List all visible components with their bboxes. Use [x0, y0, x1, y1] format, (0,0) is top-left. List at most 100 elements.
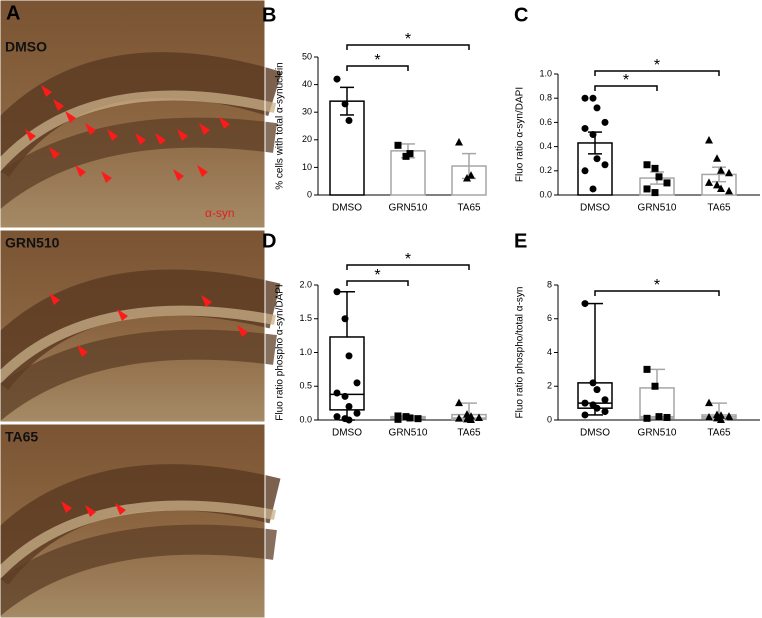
data-point	[353, 379, 361, 387]
data-point	[601, 408, 609, 416]
image-label: TA65	[5, 429, 38, 445]
y-tick-label: 10	[302, 162, 312, 172]
y-tick-label: 0.5	[299, 381, 312, 391]
data-point	[601, 161, 609, 169]
data-point	[643, 185, 651, 193]
data-point	[655, 173, 663, 181]
data-point	[341, 100, 349, 108]
frame-border	[0, 423, 266, 618]
data-point	[725, 168, 733, 177]
cell-layer	[0, 500, 276, 580]
x-tick-label: TA65	[707, 428, 731, 439]
data-point	[717, 184, 725, 192]
data-point	[593, 155, 601, 163]
data-point	[713, 180, 721, 189]
micrograph: DMSO	[0, 0, 282, 229]
data-point	[341, 392, 349, 400]
y-tick-label: 0.6	[539, 117, 552, 127]
granule-layer	[0, 524, 277, 617]
data-point	[651, 189, 659, 197]
frame-border	[0, 229, 266, 423]
arrowhead	[49, 293, 60, 305]
arrowhead	[107, 129, 118, 141]
y-tick-label: 30	[302, 107, 312, 117]
data-point	[463, 410, 471, 418]
granule-layer	[0, 269, 281, 391]
data-point	[705, 398, 713, 407]
y-tick-label: 0.0	[539, 189, 552, 199]
data-point	[643, 365, 651, 373]
data-point	[394, 415, 402, 423]
panel-letter: A	[6, 2, 20, 24]
y-tick-label: 0	[307, 189, 312, 199]
data-point	[406, 414, 414, 422]
x-tick-label: TA65	[707, 203, 731, 214]
arrowhead	[201, 295, 212, 307]
y-tick-label: 0.0	[299, 414, 312, 424]
x-tick-label: DMSO	[332, 203, 362, 214]
panel-letter: B	[262, 4, 276, 26]
data-point	[402, 413, 410, 421]
significance-label: *	[623, 72, 629, 89]
granule-layer	[0, 52, 282, 178]
data-point	[601, 396, 609, 404]
arrowhead	[155, 133, 166, 145]
x-tick-label: GRN510	[389, 428, 428, 439]
arrowhead	[61, 501, 72, 513]
arrowhead	[135, 133, 146, 145]
data-point	[455, 414, 463, 422]
data-point	[581, 124, 589, 132]
y-axis-label: Fluo ratio phospho/total α-syn	[515, 287, 526, 419]
data-point	[663, 179, 671, 187]
data-point	[345, 403, 353, 410]
y-tick-label: 20	[302, 134, 312, 144]
arrowhead	[25, 129, 36, 141]
granule-layer	[0, 117, 277, 210]
data-point	[651, 382, 659, 390]
y-tick-label: 40	[302, 79, 312, 89]
data-point	[467, 415, 475, 423]
arrowhead	[219, 117, 230, 129]
panel-a: DMSO GRN510 TA65 Aα-syn	[0, 0, 282, 618]
arrowhead	[65, 111, 76, 123]
data-point	[593, 404, 601, 412]
arrowhead	[53, 99, 64, 111]
y-tick-label: 0.4	[539, 141, 552, 151]
data-point	[713, 154, 721, 162]
y-tick-label: 1.0	[299, 347, 312, 357]
data-point	[725, 186, 733, 195]
arrowhead	[173, 169, 184, 181]
arrowhead	[75, 165, 86, 177]
micrograph: TA65	[0, 423, 281, 618]
y-tick-label: 1.5	[299, 313, 312, 323]
data-point	[463, 173, 471, 182]
chart: E 0 2 4 6 8 Fluo ratio phospho/total α-syn DMSO…	[514, 230, 760, 439]
micrograph: GRN510	[0, 229, 281, 423]
significance-label: *	[405, 251, 411, 268]
y-tick-label: 0.2	[539, 165, 552, 175]
data-point	[402, 152, 410, 160]
significance-bar	[594, 85, 658, 91]
data-point	[333, 413, 341, 421]
arrowhead	[41, 85, 52, 97]
y-tick-label: 50	[302, 51, 312, 61]
y-tick-label: 2	[547, 381, 552, 391]
x-tick-label: TA65	[457, 203, 481, 214]
data-point	[725, 412, 733, 420]
arrowhead	[101, 171, 112, 183]
panel-letter: D	[262, 230, 276, 252]
data-point	[717, 415, 725, 423]
stain-label: α-syn	[205, 206, 235, 220]
data-point	[643, 161, 651, 169]
data-point	[414, 415, 422, 423]
image-label: DMSO	[5, 39, 47, 55]
data-point	[345, 352, 353, 360]
panel-letter: C	[514, 4, 528, 26]
data-point	[589, 379, 597, 387]
x-tick-label: GRN510	[638, 203, 677, 214]
y-axis-label: % cells with total α-synuclein	[275, 62, 286, 190]
significance-bar	[346, 264, 470, 270]
y-axis-label: Fluo ratio α-syn/DAPI	[515, 87, 526, 182]
y-tick-label: 4	[547, 347, 552, 357]
